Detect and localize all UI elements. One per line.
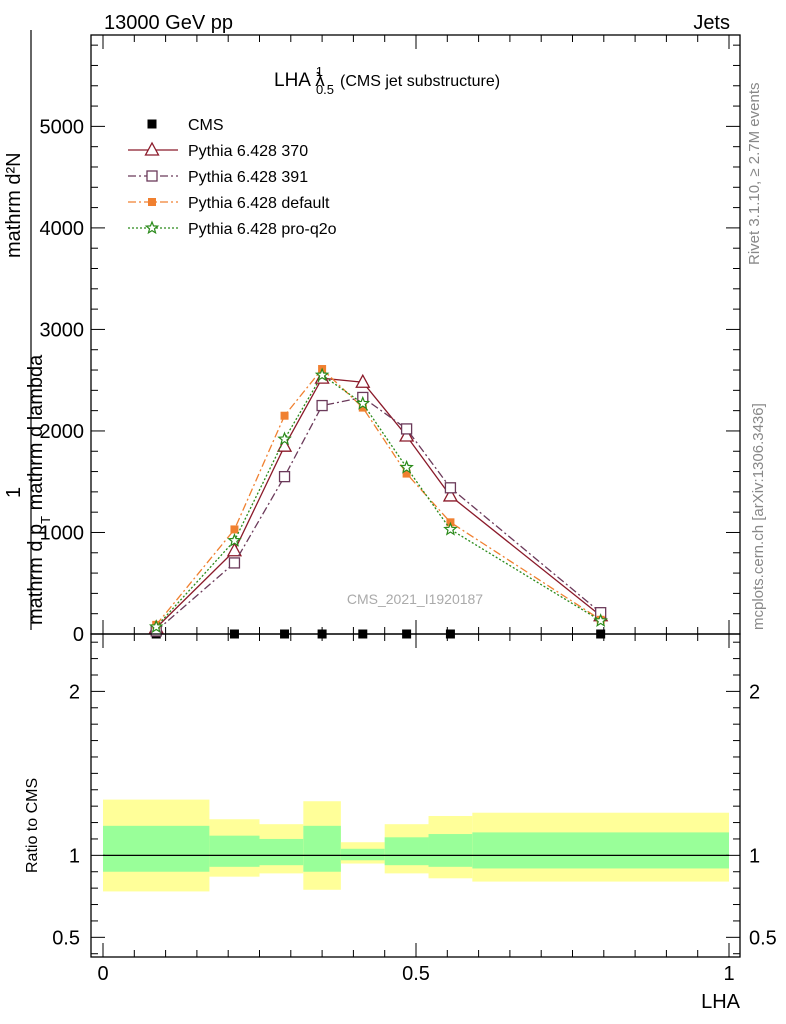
plot-title-sub: 0.5 xyxy=(316,82,334,97)
ratio-band-inner xyxy=(472,832,729,869)
series-line-pproq2o xyxy=(155,374,602,628)
ratio-y-tick-label-right: 0.5 xyxy=(749,927,777,949)
rivet-label: Rivet 3.1.10, ≥ 2.7M events xyxy=(746,83,763,266)
ylabel-top: mathrm d²N xyxy=(3,152,25,258)
ratio-x-ticks: 0 0.5 1 xyxy=(97,634,735,985)
point-pproq2o xyxy=(227,532,242,547)
point-pdefault xyxy=(402,469,411,478)
series-line-pdefault xyxy=(155,368,602,626)
legend-item-pproq2o: Pythia 6.428 pro-q2o xyxy=(128,220,337,238)
ylabel-mid2: mathrm d lambda xyxy=(25,354,47,510)
point-p391 xyxy=(228,557,241,569)
legend-marker-p370 xyxy=(144,141,160,156)
plot-title: LHA λ1 0.5 (CMS jet substructure) xyxy=(274,64,500,97)
series-pdefault xyxy=(152,365,605,629)
ratio-band-inner xyxy=(209,835,260,867)
plot-title-rest: (CMS jet substructure) xyxy=(340,73,500,90)
point-pdefault xyxy=(358,403,367,412)
point-p370 xyxy=(442,487,459,502)
header-right: Jets xyxy=(693,12,730,34)
series-p391 xyxy=(150,391,607,637)
ratio-x-tick-label: 0 xyxy=(97,963,108,985)
point-p370 xyxy=(276,437,293,452)
ratio-y-tick-label-right: 1 xyxy=(749,845,760,867)
top-y-tick-label: 1000 xyxy=(40,522,85,544)
point-pproq2o xyxy=(593,613,608,627)
ylabel-mid1: mathrm d p xyxy=(25,524,47,625)
legend-label-p391: Pythia 6.428 391 xyxy=(188,169,308,186)
point-p370 xyxy=(226,542,243,557)
series-line-p370 xyxy=(155,377,602,629)
ratio-x-tick-label: 0.5 xyxy=(402,963,430,985)
point-p391 xyxy=(444,482,457,494)
legend-item-p370: Pythia 6.428 370 xyxy=(128,141,308,160)
y-axis-label: mathrm d²N mathrm d pT mathrm d lambda 1 xyxy=(3,30,53,630)
point-pproq2o xyxy=(314,367,330,382)
ratio-band-inner xyxy=(259,838,304,866)
plot-title-sup: 1 xyxy=(316,64,323,79)
ratio-plot: 0 0.5 1 0.5 0.51 12 2 Ratio to CMS LHA xyxy=(24,633,777,1013)
header-left: 13000 GeV pp xyxy=(104,12,233,34)
top-y-tick-label: 2000 xyxy=(40,421,85,443)
point-pproq2o xyxy=(355,395,371,410)
series-line-p391 xyxy=(155,396,602,632)
series-pproq2o xyxy=(148,367,608,634)
top-y-tick-label: 0 xyxy=(73,624,84,646)
point-pproq2o xyxy=(443,521,458,536)
ratio-y-tick-label-right: 2 xyxy=(749,681,760,703)
ylabel-mid1-sub: T xyxy=(38,516,53,524)
point-p391 xyxy=(400,423,413,435)
point-p391 xyxy=(278,470,291,483)
top-y-tick-label: 5000 xyxy=(40,116,85,138)
legend-label-p370: Pythia 6.428 370 xyxy=(188,143,308,160)
ratio-y-ticks: 0.5 0.5 1 1 2 2 xyxy=(52,641,777,955)
point-pproq2o xyxy=(148,619,164,634)
point-pdefault xyxy=(280,411,289,420)
legend-marker-pdefault xyxy=(148,198,156,206)
ratio-band-inner xyxy=(428,834,473,867)
legend-marker-cms xyxy=(147,119,157,129)
ylabel-one: 1 xyxy=(3,487,25,498)
legend-label-pproq2o: Pythia 6.428 pro-q2o xyxy=(188,221,337,238)
ylabel-mid: mathrm d pT mathrm d lambda xyxy=(25,354,53,625)
x-axis-label: LHA xyxy=(701,991,741,1013)
ratio-y-tick-label: 1 xyxy=(69,845,80,867)
legend-marker-pproq2o xyxy=(144,220,160,235)
plot-title-main: LHA λ xyxy=(274,70,325,91)
ratio-bands xyxy=(103,799,729,892)
legend-label-pdefault: Pythia 6.428 default xyxy=(188,195,330,212)
ratio-plot-frame xyxy=(90,633,741,958)
point-pproq2o xyxy=(277,431,292,446)
top-y-tick-label: 4000 xyxy=(40,218,85,240)
point-pdefault xyxy=(230,525,239,534)
ratio-ylabel: Ratio to CMS xyxy=(24,778,41,873)
ratio-band-inner xyxy=(303,825,341,872)
point-p370 xyxy=(399,427,415,442)
legend-label-cms: CMS xyxy=(188,117,224,134)
ratio-band-inner xyxy=(340,848,385,861)
legend-marker-p391 xyxy=(146,170,158,182)
mcplots-label: mcplots.cern.ch [arXiv:1306.3436] xyxy=(750,403,767,630)
ratio-x-tick-label: 1 xyxy=(723,963,734,985)
ratio-band-inner xyxy=(384,837,429,866)
top-series xyxy=(148,365,609,639)
point-p370 xyxy=(355,373,371,388)
top-y-tick-label: 3000 xyxy=(40,319,85,341)
legend-item-cms: CMS xyxy=(147,117,224,134)
legend: CMS Pythia 6.428 370 Pythia 6.428 391 Pythi… xyxy=(128,117,337,238)
ratio-band-inner xyxy=(103,825,210,872)
top-x-ticks xyxy=(102,35,730,634)
top-y-ticks: 0 1000 2000 3000 4000 5000 xyxy=(40,44,740,646)
watermark: CMS_2021_I1920187 xyxy=(347,591,483,607)
ratio-y-tick-label: 2 xyxy=(69,681,80,703)
ratio-y-tick-label: 0.5 xyxy=(52,927,80,949)
point-pproq2o xyxy=(399,459,414,474)
legend-item-pdefault: Pythia 6.428 default xyxy=(128,195,330,212)
legend-item-p391: Pythia 6.428 391 xyxy=(128,169,308,186)
point-p391 xyxy=(316,399,328,412)
